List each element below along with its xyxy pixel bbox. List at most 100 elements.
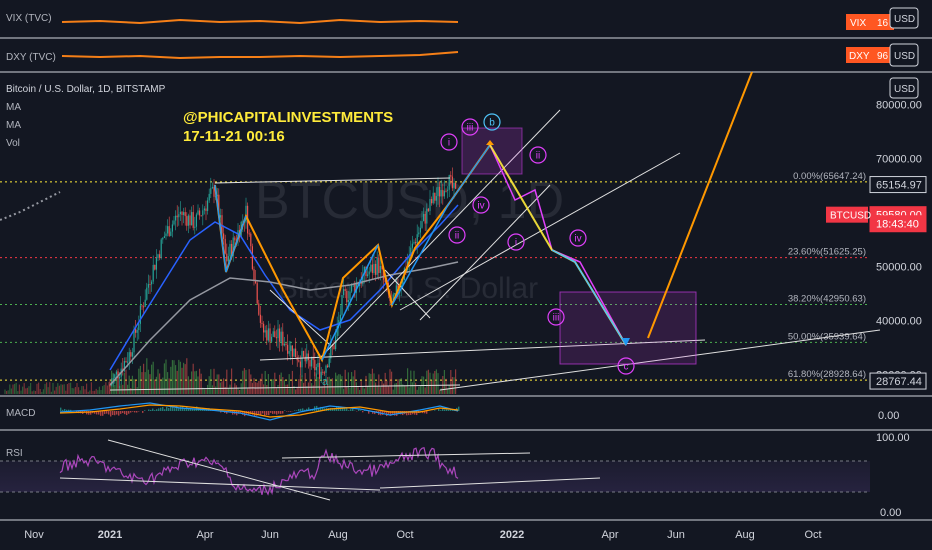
svg-text:iv: iv	[574, 234, 581, 245]
time-axis[interactable]: Nov 2021 Apr Jun Aug Oct 2022 Apr Jun Aug Oct	[24, 529, 821, 541]
dxy-pane: DXY (TVC) DXY 96	[6, 47, 894, 63]
wave-label: iv	[472, 196, 490, 214]
rsi-trendline	[107, 439, 331, 501]
wave-label: i	[440, 133, 458, 151]
wave-label: b	[483, 113, 501, 131]
wave-label: iii	[547, 308, 565, 326]
macd-label: MACD	[6, 408, 35, 419]
time-tick: Nov	[24, 529, 44, 541]
price-candles	[109, 167, 457, 390]
trendline	[384, 269, 431, 319]
symbol-badge-text: BTCUSD	[830, 211, 871, 222]
trendline	[269, 289, 331, 346]
time-tick: Oct	[804, 529, 821, 541]
currency-box[interactable]: USD	[889, 7, 919, 29]
rsi-tick: 0.00	[880, 507, 901, 519]
wave-path-magenta	[489, 144, 627, 346]
dxy-line	[61, 51, 459, 60]
svg-text:i: i	[515, 238, 517, 249]
vix-value-badge	[846, 14, 874, 30]
svg-text:c: c	[624, 362, 629, 373]
price-label: 18:43:40	[869, 215, 927, 233]
time-tick: Apr	[601, 529, 618, 541]
macd-value: 0.00	[878, 410, 899, 422]
svg-text:ii: ii	[455, 231, 459, 242]
chart-title[interactable]: Bitcoin / U.S. Dollar, 1D, BITSTAMP	[6, 84, 166, 95]
legend-line[interactable]: Vol	[6, 138, 20, 149]
svg-text:iii: iii	[467, 123, 474, 134]
dxy-value: 96	[877, 51, 889, 62]
time-tick: 2021	[98, 529, 122, 541]
time-tick: 2022	[500, 529, 524, 541]
vix-label: VIX (TVC)	[6, 13, 52, 24]
fib-label: 23.60%(51625.25)	[788, 247, 866, 258]
dxy-label: DXY (TVC)	[6, 52, 56, 63]
fib-label: 0.00%(65647.24)	[793, 171, 866, 182]
rsi-label: RSI	[6, 448, 23, 459]
trendline	[419, 184, 551, 321]
vix-line	[61, 18, 459, 25]
symbol-badge: BTCUSD	[826, 206, 871, 223]
wave-label-a: a	[322, 376, 329, 388]
rsi-pane: RSI 100.00 0.00	[0, 432, 910, 519]
price-axis[interactable]: 80000.0070000.0050000.0040000.0030000.00…	[869, 99, 927, 390]
currency-box[interactable]: USD	[889, 77, 919, 99]
svg-text:ii: ii	[536, 151, 540, 162]
rsi-trendline	[379, 477, 601, 489]
legend-line[interactable]: MA	[6, 120, 21, 131]
time-tick: Oct	[396, 529, 413, 541]
wave-label: iii	[461, 118, 479, 136]
fib-label: 61.80%(28928.64)	[788, 369, 866, 380]
time-tick: Apr	[196, 529, 213, 541]
annotation-author: @PHICAPITALINVESTMENTS	[183, 109, 393, 126]
vix-value: 16	[877, 18, 889, 29]
macd-signal-line	[59, 404, 459, 418]
price-tick: 80000.00	[876, 99, 922, 111]
wave-c-target-zone[interactable]	[559, 291, 697, 365]
price-label: 28767.44	[869, 372, 927, 390]
rsi-trendline	[59, 477, 381, 491]
time-tick: Aug	[735, 529, 755, 541]
trendline	[109, 384, 461, 391]
rsi-line	[59, 446, 459, 496]
legend-line[interactable]: MA	[6, 102, 21, 113]
price-tick: 70000.00	[876, 153, 922, 165]
wave-label: c	[617, 357, 635, 375]
macd-pane: MACD 0.00	[6, 402, 899, 422]
rsi-trendline	[281, 452, 531, 459]
dxy-badge-label: DXY	[849, 51, 870, 62]
time-tick: Jun	[261, 529, 279, 541]
vix-pane: VIX (TVC) VIX 16	[6, 13, 894, 30]
fib-label: 38.20%(42950.63)	[788, 293, 866, 304]
vix-badge-label: VIX	[850, 18, 866, 29]
projection-path-blue	[551, 249, 627, 346]
wave-label: iv	[569, 229, 587, 247]
moving-average-blue	[109, 204, 459, 371]
svg-text:i: i	[448, 138, 450, 149]
price-tick: 50000.00	[876, 261, 922, 273]
wave-label: i	[507, 233, 525, 251]
svg-text:USD: USD	[894, 14, 915, 25]
svg-text:USD: USD	[894, 51, 915, 62]
rsi-band	[0, 461, 870, 492]
svg-text:65154.97: 65154.97	[876, 180, 922, 192]
svg-text:b: b	[489, 118, 495, 129]
wave-label: ii	[448, 226, 466, 244]
wave-label: ii	[529, 146, 547, 164]
annotation-date: 17-11-21 00:16	[183, 128, 285, 145]
svg-text:USD: USD	[894, 84, 915, 95]
price-tick: 40000.00	[876, 315, 922, 327]
time-tick: Jun	[667, 529, 685, 541]
svg-text:iii: iii	[553, 313, 560, 324]
svg-text:28767.44: 28767.44	[876, 376, 922, 388]
main-pane: BTCUSD, 1D Bitcoin / U.S. Dollar 0.00%(6…	[0, 71, 881, 394]
trendline	[439, 329, 881, 391]
trendline	[319, 109, 561, 359]
svg-text:iv: iv	[477, 201, 484, 212]
trendline	[214, 177, 451, 184]
projection-rally	[647, 71, 753, 339]
currency-box[interactable]: USD	[889, 43, 919, 67]
impulse-path-blue	[214, 144, 491, 361]
